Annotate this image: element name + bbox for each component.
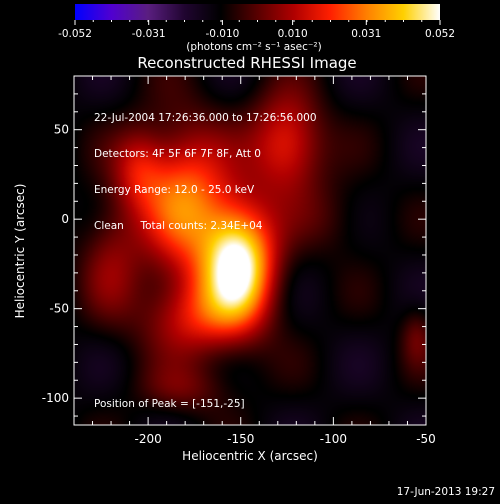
heatmap-image [74, 76, 426, 425]
colorbar-tick-label: 0.010 [278, 28, 308, 40]
colorbar-units-label: (photons cm⁻² s⁻¹ asec⁻²) [186, 41, 321, 53]
axis-ticks: -200 -150 -100 -50 50 0 -50 -100 [42, 75, 436, 446]
x-tick-label: -150 [227, 432, 254, 446]
y-tick-label: -100 [42, 391, 69, 405]
x-tick-label: -200 [134, 432, 161, 446]
chart-title: Reconstructed RHESSI Image [137, 54, 356, 72]
y-tick-label: -50 [49, 302, 69, 316]
x-tick-label: -100 [320, 432, 347, 446]
colorbar-tick-label: -0.031 [132, 28, 166, 40]
colorbar-tick-label: -0.010 [205, 28, 239, 40]
info-time-range: 22-Jul-2004 17:26:36.000 to 17:26:56.000 [94, 112, 317, 124]
y-axis-label: Heliocentric Y (arcsec) [13, 184, 27, 319]
colorbar-tick-label: -0.052 [58, 28, 92, 40]
plot-timestamp: 17-Jun-2013 19:27 [397, 486, 495, 498]
y-tick-label: 50 [54, 123, 69, 137]
x-tick-label: -50 [416, 432, 436, 446]
info-clean-counts: Clean Total counts: 2.34E+04 [94, 220, 263, 232]
colorbar-tick-label: 0.052 [425, 28, 455, 40]
colorbar-ticks: -0.052 -0.031 -0.010 0.010 0.031 0.052 [58, 20, 455, 40]
y-tick-label: 0 [61, 212, 69, 226]
observation-info: 22-Jul-2004 17:26:36.000 to 17:26:56.000… [94, 88, 317, 256]
colorbar-tick-label: 0.031 [351, 28, 381, 40]
info-energy-range: Energy Range: 12.0 - 25.0 keV [94, 184, 255, 196]
heatmap-container [74, 76, 426, 425]
peak-position-label: Position of Peak = [-151,-25] [94, 398, 245, 410]
colorbar [75, 4, 440, 20]
plot-frame [73, 75, 427, 426]
x-axis-label: Heliocentric X (arcsec) [182, 449, 318, 463]
info-detectors: Detectors: 4F 5F 6F 7F 8F, Att 0 [94, 148, 261, 160]
